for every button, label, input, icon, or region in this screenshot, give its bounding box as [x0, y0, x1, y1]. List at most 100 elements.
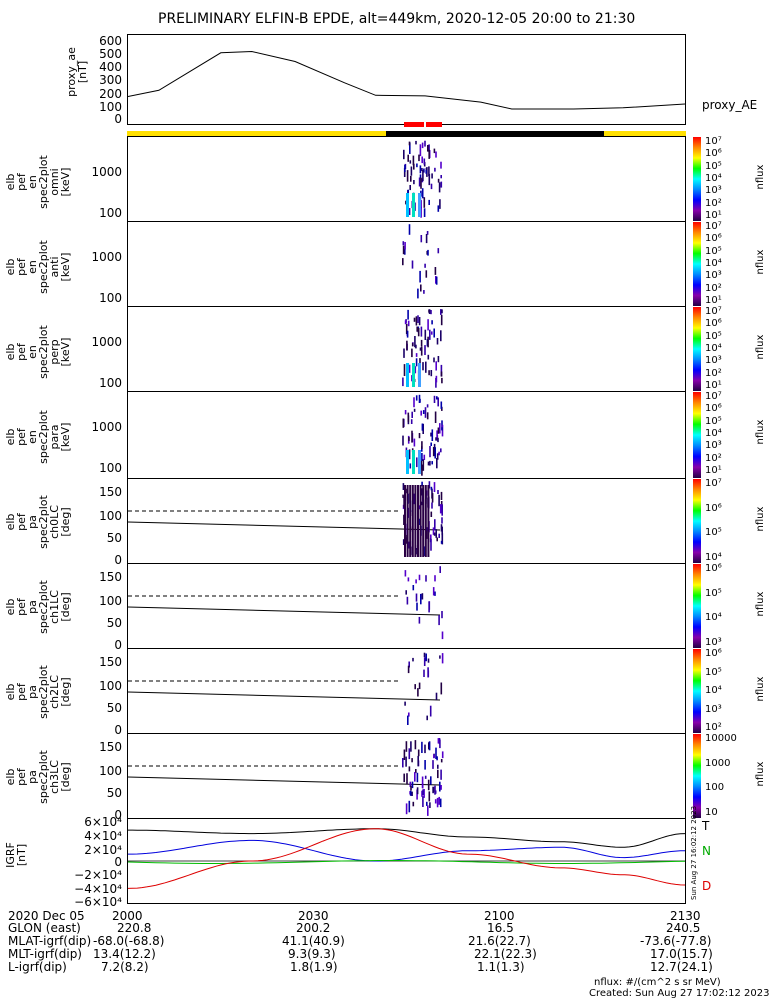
spectrogram-pixel [408, 661, 410, 668]
spectrogram-pixel [414, 366, 417, 374]
footer-col: -68.0(-68.8) [93, 934, 165, 948]
spectrogram-pixel [434, 267, 437, 275]
spectrogram-pixel [437, 205, 440, 212]
spectrogram-pixel [438, 182, 441, 193]
colorbar-tick-label: 10¹ [705, 465, 722, 476]
spectrogram-pixel [437, 769, 439, 779]
colorbar-tick-label: 10³ [705, 355, 722, 367]
spectrogram-pixel [411, 758, 413, 763]
colorbar-tick-label: 10⁷ [705, 136, 722, 147]
pa-ytick: 150 [99, 485, 122, 499]
spectrogram-pixel [430, 442, 432, 446]
spectrogram-pixel [436, 338, 439, 345]
spectrogram-pixel [418, 394, 421, 403]
pa-ytick: 0 [114, 808, 122, 822]
spectrogram-pixel [418, 154, 420, 162]
spectrogram-pixel [421, 464, 423, 476]
spectrogram-pixel [418, 317, 421, 326]
spectrogram-pixel [413, 317, 416, 322]
spectrogram-pixel [421, 441, 423, 449]
spectrogram-pixel [421, 156, 423, 164]
spectrogram-pixel [427, 336, 429, 348]
spectrogram-pixel [420, 339, 423, 347]
spectrogram-pixel [433, 357, 435, 363]
pa-ytick: 50 [106, 616, 122, 630]
ae-ytick: 200 [99, 87, 122, 101]
igrf-legend-n: N [702, 844, 711, 858]
colorbar-tick-label: 10⁵ [705, 160, 722, 172]
pa-ytick: 50 [106, 701, 122, 715]
spectrogram-pixel [434, 167, 436, 172]
spectrogram-pixel [418, 193, 421, 217]
lc-solid-line [127, 776, 441, 786]
spectrogram-pixel [440, 448, 442, 453]
colorbar-tick-label: 10³ [705, 270, 722, 282]
spectrogram-pixel [431, 461, 433, 465]
spectrogram-pixel [403, 348, 405, 358]
spectrogram-pixel [436, 756, 438, 761]
igrf-ytick: 4×10⁴ [84, 829, 122, 843]
spectrogram-pixel [428, 601, 431, 610]
spectrogram-pixel [414, 684, 416, 690]
spectrogram-pixel [415, 140, 417, 145]
lc-solid-line [127, 606, 441, 616]
colorbar-tick-label: 10⁷ [705, 391, 722, 402]
footer-col: 200.2 [296, 921, 331, 935]
spectrogram-pixel [441, 611, 443, 619]
footer-row-mlat: MLAT-igrf(dip) [8, 934, 92, 948]
spectrogram-pixel [430, 539, 432, 551]
footer-col: 21.6(22.7) [468, 934, 531, 948]
spectrogram-pixel [426, 527, 428, 532]
spectrogram-pixel [405, 590, 407, 595]
spectrogram-pixel [403, 773, 405, 783]
spectrogram-pixel [441, 424, 444, 437]
spectrogram-pixel [408, 766, 411, 772]
spectrogram-pixel [437, 248, 440, 254]
spectrogram-pixel [427, 667, 429, 678]
pa-ytick: 150 [99, 655, 122, 669]
pa-ytick: 50 [106, 531, 122, 545]
spectrogram-pixel [407, 715, 409, 725]
spectrogram-pixel [428, 144, 430, 152]
colorbar-unit-label: nflux [755, 164, 766, 190]
spectrogram-pixel [441, 653, 444, 664]
spectrogram-pixel [404, 410, 407, 415]
colorbar-tick-label: 10⁵ [705, 245, 722, 257]
spectrogram-pixel [423, 197, 426, 208]
spectrogram-pixel [421, 776, 424, 789]
spectrogram-pixel [408, 224, 411, 235]
spectrogram-pixel [431, 331, 433, 335]
colorbar-tick-label: 10⁶ [705, 502, 722, 514]
spectrogram-pixel [403, 364, 406, 376]
colorbar-tick-label: 10² [705, 197, 722, 209]
spectrogram-pixel [419, 485, 422, 557]
spectrogram-pixel [437, 764, 439, 769]
spectrogram-pixel [402, 483, 405, 490]
spectrogram-pixel [416, 787, 419, 795]
spectrogram-pixel [402, 377, 404, 387]
igrf-panel [127, 818, 686, 904]
spectrogram-pixel [433, 754, 435, 759]
spectrogram-pixel [416, 789, 418, 800]
spectrogram-pixel [437, 738, 440, 744]
spectrogram-pixel [412, 657, 414, 662]
spectrogram-pixel [439, 566, 441, 573]
spectrogram-pixel [424, 760, 426, 770]
spectrogram-pixel [411, 411, 413, 418]
spectrogram-pixel [418, 574, 421, 581]
spectrogram-pixel [439, 798, 442, 808]
spectrogram-pixel [422, 459, 425, 471]
spectrogram-pixel [404, 485, 406, 557]
spectrogram-pixel [430, 486, 433, 491]
spectrogram-pixel [421, 446, 423, 452]
spectrogram-pixel [430, 310, 432, 315]
spectrogram-pixel [408, 449, 411, 460]
colorbar-tick-label: 10³ [705, 440, 722, 452]
spectrogram-pixel [429, 705, 432, 717]
spectrogram-pixel [430, 534, 432, 542]
spectrogram-pixel [435, 692, 438, 701]
colorbar-tick-label: 10⁶ [705, 648, 722, 659]
spectrogram-pixel [438, 796, 440, 805]
spectrogram-pixel [404, 248, 406, 255]
